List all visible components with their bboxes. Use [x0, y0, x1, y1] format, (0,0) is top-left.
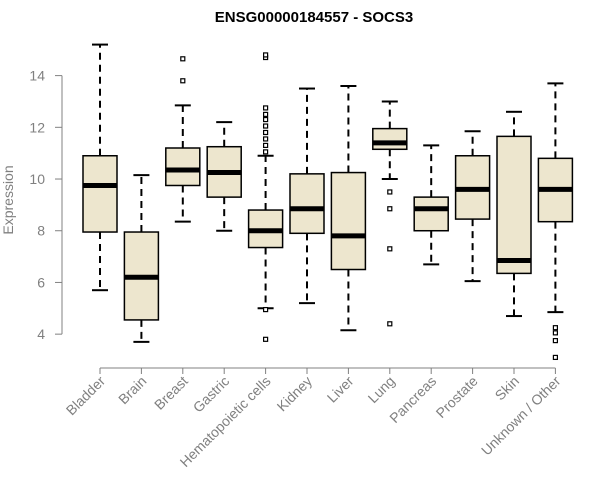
outlier-point — [263, 116, 269, 123]
box-group — [330, 84, 367, 332]
outlier-point — [387, 189, 393, 195]
outlier-point — [263, 52, 269, 58]
outlier-point — [263, 136, 269, 142]
y-tick-label: 14 — [29, 68, 45, 84]
box-group — [413, 144, 449, 266]
outlier-point — [552, 330, 559, 336]
outlier-point — [387, 246, 393, 252]
box-series — [82, 43, 574, 361]
x-tick-label: Liver — [324, 373, 357, 406]
box-group — [537, 82, 574, 361]
outlier-point — [180, 56, 186, 62]
box-group — [454, 130, 491, 283]
x-tick-label: Prostate — [433, 373, 481, 421]
x-tick-label: Breast — [151, 373, 191, 413]
box-group — [289, 87, 325, 305]
outlier-point — [263, 149, 269, 155]
box-group — [496, 110, 532, 318]
y-axis-label: Expression — [0, 165, 16, 234]
outlier-point — [263, 105, 269, 111]
outlier-point — [263, 123, 269, 129]
outlier-point — [263, 111, 269, 117]
box-iqr — [82, 155, 118, 233]
outlier-point — [552, 354, 559, 361]
chart-title: ENSG00000184557 - SOCS3 — [215, 9, 413, 26]
box-iqr — [330, 171, 367, 271]
box-iqr — [289, 173, 325, 235]
box-iqr — [413, 196, 449, 232]
y-tick-label: 8 — [37, 223, 45, 239]
y-axis: 4 6 8 10 12 14 — [29, 68, 63, 342]
box-iqr — [165, 147, 201, 187]
x-tick-label: Unknown / Other — [478, 373, 564, 459]
box-group — [247, 52, 284, 342]
outlier-point — [263, 142, 269, 149]
outlier-point — [387, 206, 393, 212]
outlier-point — [180, 78, 186, 84]
x-tick-label: Lung — [365, 373, 398, 406]
outlier-point — [263, 306, 269, 313]
x-tick-label: Brain — [115, 373, 149, 407]
outlier-point — [552, 338, 559, 344]
outlier-point — [552, 325, 559, 331]
outlier-point — [263, 336, 269, 342]
x-tick-label: Bladder — [63, 373, 109, 419]
outlier-point — [387, 321, 393, 327]
box-group — [123, 174, 160, 343]
box-group — [206, 121, 242, 232]
box-group — [372, 100, 408, 327]
y-tick-label: 10 — [29, 171, 45, 187]
outlier-point — [263, 129, 269, 136]
y-tick-label: 6 — [37, 274, 45, 290]
box-iqr — [496, 135, 532, 275]
y-tick-label: 12 — [29, 119, 45, 135]
box-group — [82, 43, 118, 292]
box-iqr — [372, 127, 408, 151]
x-tick-label: Skin — [492, 373, 523, 404]
box-group — [165, 56, 201, 223]
y-tick-label: 4 — [37, 326, 45, 342]
x-tick-label: Kidney — [274, 373, 316, 415]
